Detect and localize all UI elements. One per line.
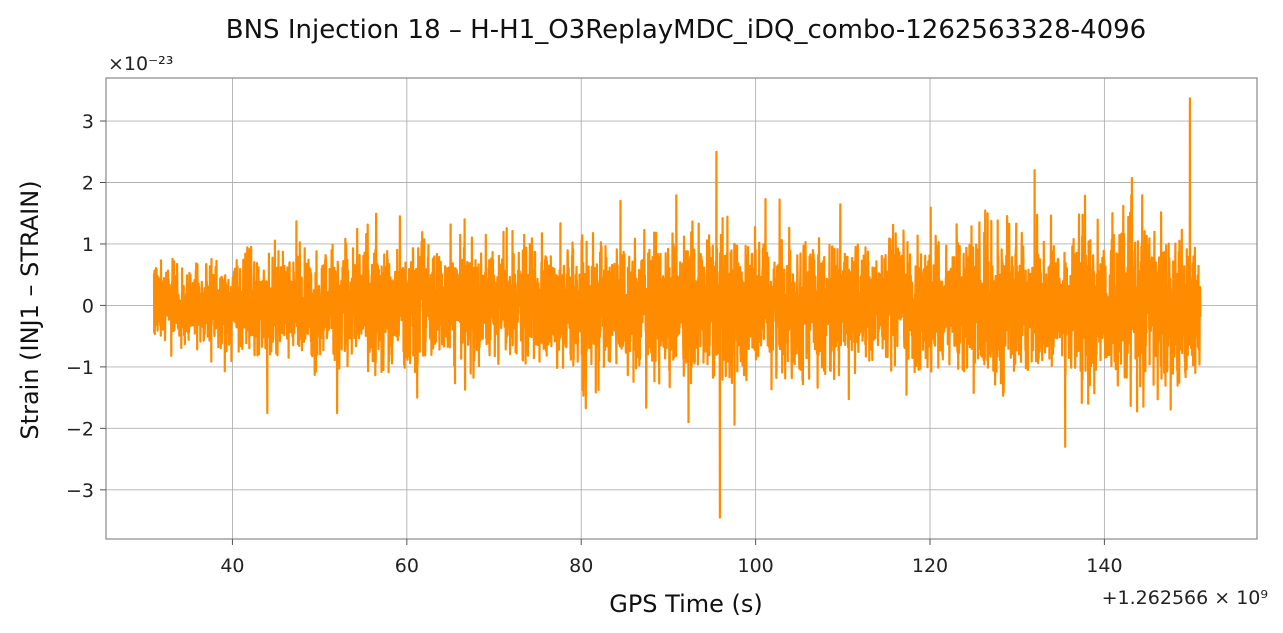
x-axis-label: GPS Time (s) xyxy=(609,590,763,618)
y-tick-label: 1 xyxy=(82,234,94,256)
x-offset-label: +1.262566 × 10⁹ xyxy=(1102,587,1268,609)
strain-line xyxy=(152,97,1202,519)
y-tick-label: 0 xyxy=(82,295,94,317)
y-tick-label: −1 xyxy=(66,357,94,379)
axis-ticks: 40 60 80 100 120 140 −3 −2 −1 0 1 2 3 xyxy=(66,111,1123,577)
y-axis-label: Strain (INJ1 – STRAIN) xyxy=(16,180,44,439)
y-scale-label: ×10⁻²³ xyxy=(108,53,173,75)
chart-title: BNS Injection 18 – H-H1_O3ReplayMDC_iDQ_… xyxy=(226,15,1146,45)
x-tick-label: 80 xyxy=(569,555,593,577)
y-tick-label: 3 xyxy=(82,111,94,133)
x-tick-label: 60 xyxy=(395,555,419,577)
y-tick-label: 2 xyxy=(82,172,94,194)
x-tick-label: 140 xyxy=(1086,555,1122,577)
x-tick-label: 100 xyxy=(737,555,773,577)
x-tick-label: 120 xyxy=(912,555,948,577)
y-tick-label: −3 xyxy=(66,480,94,502)
plot-frame xyxy=(105,77,1258,540)
y-tick-label: −2 xyxy=(66,418,94,440)
strain-series xyxy=(152,97,1202,519)
x-tick-label: 40 xyxy=(220,555,244,577)
